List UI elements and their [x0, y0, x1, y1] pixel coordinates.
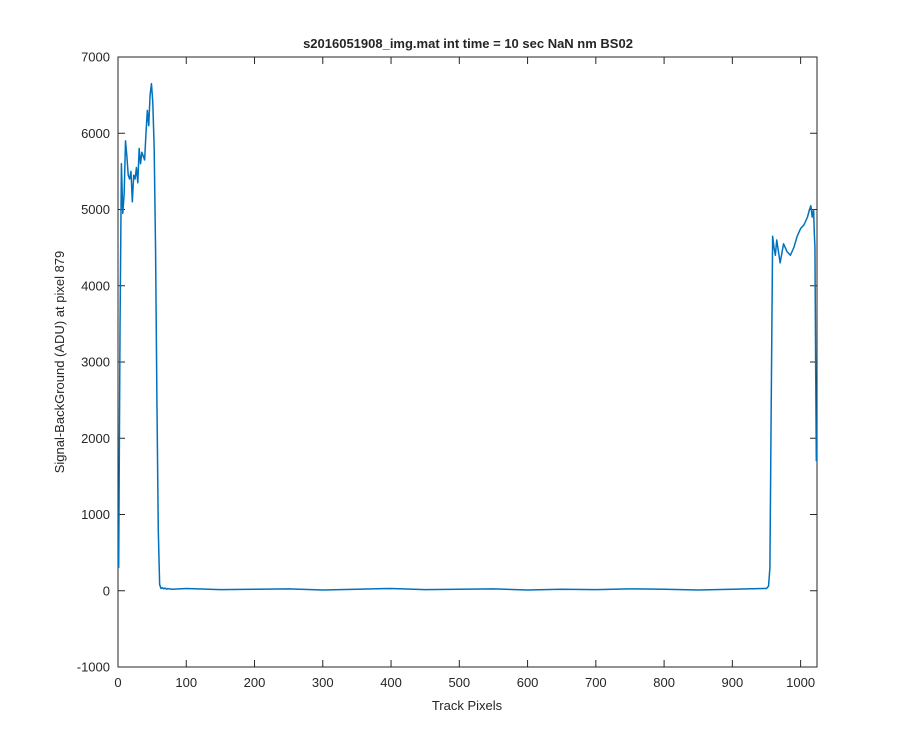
y-tick-label: 6000 [81, 126, 110, 141]
x-axis-label: Track Pixels [432, 698, 503, 713]
x-tick-label: 0 [114, 675, 121, 690]
x-tick-label: 100 [175, 675, 197, 690]
x-tick-label: 200 [244, 675, 266, 690]
chart-title: s2016051908_img.mat int time = 10 sec Na… [303, 36, 633, 51]
x-tick-label: 900 [722, 675, 744, 690]
x-axis: 0 100 200 300 400 500 600 700 800 900 1000 [114, 57, 815, 690]
y-tick-label: 4000 [81, 278, 110, 293]
y-axis: -1000 0 1000 2000 3000 4000 5000 6000 7000 [77, 50, 817, 675]
y-tick-label: 3000 [81, 355, 110, 370]
x-tick-label: 700 [585, 675, 607, 690]
y-tick-label: 5000 [81, 202, 110, 217]
y-tick-label: 7000 [81, 50, 110, 65]
y-axis-label: Signal-BackGround (ADU) at pixel 879 [52, 251, 67, 474]
y-tick-label: 2000 [81, 431, 110, 446]
x-tick-label: 500 [448, 675, 470, 690]
x-tick-label: 800 [653, 675, 675, 690]
y-tick-label: -1000 [77, 660, 110, 675]
x-tick-label: 1000 [786, 675, 815, 690]
x-tick-label: 400 [380, 675, 402, 690]
x-tick-label: 300 [312, 675, 334, 690]
series-line [117, 82, 818, 591]
y-tick-label: 1000 [81, 507, 110, 522]
plot-area [117, 56, 818, 668]
y-tick-label: 0 [103, 583, 110, 598]
x-tick-label: 600 [517, 675, 539, 690]
